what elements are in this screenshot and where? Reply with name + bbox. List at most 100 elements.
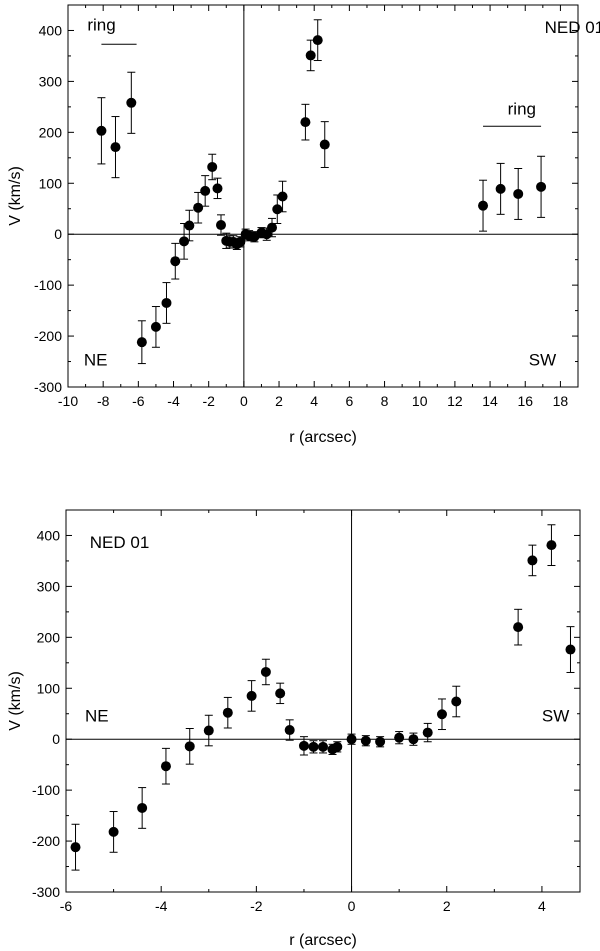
y-tick-label: 0: [52, 731, 60, 747]
x-axis-label: r (arcsec): [289, 932, 357, 949]
data-point: [319, 139, 330, 150]
data-point: [422, 727, 433, 738]
y-tick-label: -200: [32, 833, 60, 849]
ne-label: NE: [84, 351, 108, 370]
data-point: [246, 690, 257, 701]
data-point: [360, 735, 371, 746]
y-tick-label: -200: [34, 328, 62, 344]
data-point: [212, 183, 223, 194]
x-tick-label: 16: [517, 393, 533, 409]
data-point: [527, 555, 538, 566]
data-point: [305, 50, 316, 61]
y-tick-label: 200: [39, 124, 63, 140]
sw-label: SW: [529, 351, 556, 370]
data-point: [565, 644, 576, 655]
ring-label: ring: [508, 100, 536, 119]
data-point: [536, 181, 547, 192]
data-point: [298, 740, 309, 751]
x-tick-label: 14: [482, 393, 498, 409]
x-tick-label: 6: [345, 393, 353, 409]
data-point: [184, 220, 195, 231]
chart-top: -10 -8 -6 -4 -2 0 2 4 6 8 10 12 14 16 18 -300 -200 -100 0 1…: [7, 4, 600, 446]
data-point: [136, 337, 147, 348]
data-point: [277, 191, 288, 202]
data-point: [451, 696, 462, 707]
x-tick-label: 2: [275, 393, 283, 409]
y-tick-label: 300: [37, 578, 61, 594]
data-point: [513, 188, 524, 199]
x-tick-label: 0: [348, 898, 356, 914]
x-tick-label: -8: [97, 393, 110, 409]
x-tick-label: -4: [155, 898, 168, 914]
y-tick-label: 100: [39, 175, 63, 191]
data-point: [96, 125, 107, 136]
x-tick-label: -2: [202, 393, 215, 409]
data-point: [184, 741, 195, 752]
data-point: [193, 202, 204, 213]
data-point: [150, 321, 161, 332]
sw-label: SW: [542, 706, 569, 725]
x-tick-label: 2: [443, 898, 451, 914]
data-point: [200, 185, 211, 196]
y-tick-label: -300: [32, 884, 60, 900]
data-point: [137, 802, 148, 813]
x-axis-label: r (arcsec): [289, 429, 357, 446]
y-tick-label: -100: [34, 277, 62, 293]
data-point: [216, 220, 226, 231]
data-point: [394, 732, 405, 743]
data-point: [308, 741, 319, 752]
data-point: [160, 761, 171, 772]
x-tick-label: 0: [240, 393, 248, 409]
data-point: [170, 256, 181, 267]
data-point: [161, 297, 172, 308]
x-tick-label: 18: [553, 393, 569, 409]
data-point: [267, 222, 277, 233]
data-point: [126, 97, 137, 108]
data-point: [108, 826, 119, 837]
y-tick-label: 200: [37, 629, 61, 645]
data-point: [408, 734, 419, 745]
y-tick-label: -100: [32, 782, 60, 798]
data-point: [312, 35, 323, 46]
y-tick-label: 400: [39, 22, 63, 38]
chart-bottom: -6 -4 -2 0 2 4 -300 -200 -100 0 100 200 300 400 r (arc…: [7, 509, 581, 949]
data-point: [300, 117, 311, 128]
x-tick-label: -2: [250, 898, 263, 914]
x-tick-label: 10: [412, 393, 428, 409]
x-tick-label: -6: [60, 898, 73, 914]
data-point: [272, 204, 283, 215]
data-point: [436, 709, 447, 720]
x-tick-label: 8: [381, 393, 389, 409]
data-point: [260, 666, 271, 677]
data-point: [207, 161, 218, 172]
x-tick-label: 12: [447, 393, 463, 409]
data-point: [546, 540, 557, 551]
data-point: [478, 200, 489, 211]
y-tick-label: 400: [37, 527, 61, 543]
data-point: [110, 142, 121, 153]
data-point: [275, 688, 286, 699]
plot-frame: [67, 4, 579, 388]
data-point: [318, 741, 328, 752]
data-point: [375, 736, 386, 747]
data-point: [495, 183, 506, 194]
plot-frame: [65, 509, 581, 893]
x-tick-label: 4: [538, 898, 546, 914]
data-point: [332, 741, 343, 752]
data-point: [203, 725, 214, 736]
y-tick-label: 100: [37, 680, 61, 696]
ne-label: NE: [85, 706, 109, 725]
ring-label: ring: [87, 15, 115, 34]
x-tick-label: -4: [167, 393, 180, 409]
y-tick-label: 300: [39, 73, 63, 89]
data-point: [284, 725, 295, 736]
y-axis-label: V (km/s): [7, 166, 24, 226]
x-tick-label: -6: [132, 393, 145, 409]
data-point: [513, 622, 524, 633]
galaxy-label: NED 01: [545, 18, 600, 37]
x-tick-label: -10: [58, 393, 78, 409]
x-tick-label: 4: [310, 393, 318, 409]
y-tick-label: 0: [54, 226, 62, 242]
data-point: [179, 236, 190, 247]
